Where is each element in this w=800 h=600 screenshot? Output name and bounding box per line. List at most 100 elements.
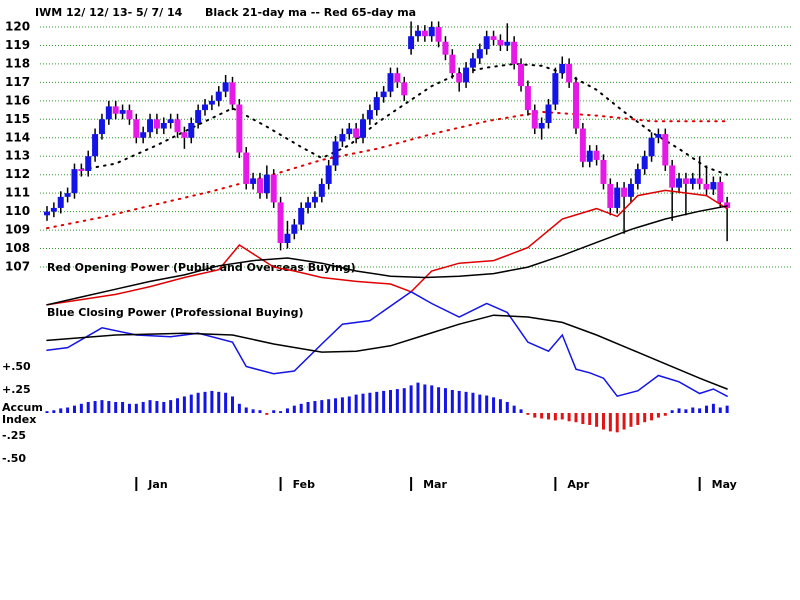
y-tick-label: -.50 <box>2 452 26 465</box>
candle-body <box>167 119 174 123</box>
candle-body <box>662 134 669 166</box>
bar <box>595 413 599 427</box>
bar <box>340 397 344 413</box>
bar <box>691 407 695 413</box>
candle-body <box>449 54 456 74</box>
y-tick-label: +.50 <box>2 360 31 373</box>
bar <box>663 413 667 416</box>
candle-body <box>215 91 222 101</box>
bar <box>567 413 571 422</box>
bar <box>313 401 317 413</box>
candle-body <box>682 178 689 184</box>
candle-body <box>284 233 291 243</box>
candle-body <box>607 183 614 208</box>
bar <box>492 397 496 413</box>
candle-body <box>689 178 696 184</box>
candle-body <box>140 132 147 138</box>
candle-body <box>600 159 607 184</box>
bar <box>402 388 406 413</box>
y-tick-label: 108 <box>5 241 30 255</box>
bar <box>121 401 125 413</box>
x-tick-label: Apr <box>567 478 589 491</box>
candle-body <box>256 178 263 194</box>
panel-title: Red Opening Power (Public and Overseas B… <box>47 261 356 274</box>
bar <box>725 405 729 413</box>
bar <box>601 413 605 430</box>
candle-body <box>366 110 373 120</box>
candle-body <box>112 106 119 114</box>
candle-body <box>270 174 277 203</box>
candle-body <box>511 41 518 64</box>
y-tick-label: 109 <box>5 223 30 237</box>
bar <box>718 407 722 413</box>
candle-body <box>621 187 628 197</box>
candle-body <box>552 73 559 105</box>
bar <box>643 413 647 423</box>
x-tick-label: Mar <box>423 478 447 491</box>
candle-body <box>401 82 408 96</box>
bar <box>155 401 159 413</box>
y-tick-label: +.25 <box>2 383 31 396</box>
candle-body <box>250 178 257 184</box>
bar <box>176 398 180 413</box>
bar <box>622 413 626 430</box>
bar <box>210 390 214 413</box>
bar <box>519 409 523 413</box>
candle-body <box>174 119 181 133</box>
bar <box>66 407 70 413</box>
bar <box>560 413 564 420</box>
candle-body <box>92 134 99 157</box>
bar <box>533 413 537 418</box>
x-tick-label: May <box>712 478 737 491</box>
x-tick-label: Jan <box>147 478 167 491</box>
bar <box>512 405 516 413</box>
bar <box>217 391 221 413</box>
candle-body <box>208 100 215 105</box>
bar <box>409 385 413 413</box>
bar <box>505 401 509 413</box>
bar <box>478 394 482 413</box>
candle-body <box>655 134 662 138</box>
candle-body <box>71 169 78 194</box>
candle-body <box>586 150 593 162</box>
candle-body <box>703 183 710 190</box>
bar <box>203 391 207 413</box>
candle-body <box>353 128 360 138</box>
candle-body <box>229 82 236 105</box>
candle-body <box>126 110 133 120</box>
chart-title: IWM 12/ 12/ 13- 5/ 7/ 14 <box>35 6 183 19</box>
y-tick-label: 118 <box>5 56 30 70</box>
bar <box>86 401 90 413</box>
candle-body <box>428 27 435 37</box>
candle-body <box>346 128 353 135</box>
candle-body <box>442 41 449 55</box>
candle-body <box>497 39 504 46</box>
bar <box>389 390 392 413</box>
y-tick-label: -.25 <box>2 429 26 442</box>
y-tick-label: 116 <box>5 93 30 107</box>
candle-body <box>572 82 579 129</box>
bar <box>182 396 186 413</box>
candle-body <box>188 123 195 138</box>
candle-body <box>490 36 497 40</box>
candle-body <box>85 156 92 171</box>
bar <box>134 403 138 413</box>
y-tick-label: 117 <box>5 75 30 89</box>
bar <box>450 390 454 413</box>
bar <box>320 400 324 413</box>
bar <box>464 391 468 413</box>
bar <box>423 384 427 413</box>
bar <box>629 413 633 427</box>
bar <box>285 408 289 413</box>
candle-body <box>332 141 339 166</box>
bar <box>437 387 441 413</box>
bar <box>272 410 276 413</box>
candle-body <box>160 123 167 129</box>
bar <box>498 399 502 413</box>
bar <box>361 393 365 413</box>
candle-body <box>263 174 270 194</box>
bar <box>471 392 475 413</box>
candle-body <box>380 91 387 98</box>
bar <box>608 413 612 432</box>
bar <box>677 408 681 413</box>
